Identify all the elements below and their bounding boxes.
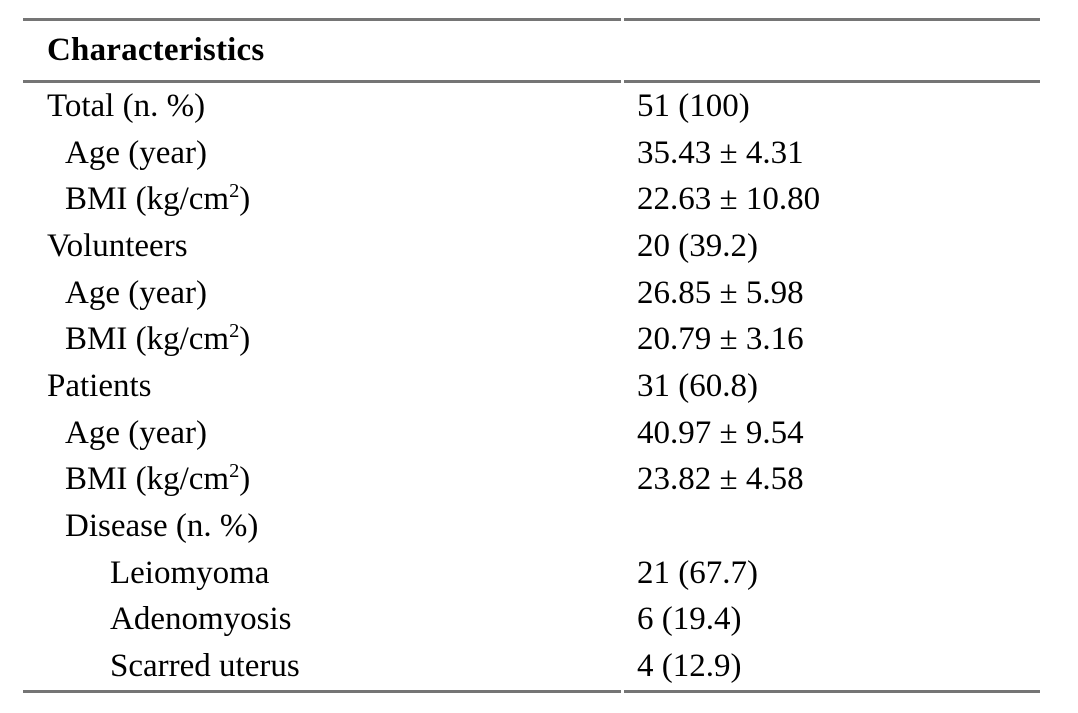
row-label: BMI (kg/cm2) xyxy=(65,180,251,218)
row-label-cell: Total (n. %) xyxy=(23,88,623,125)
row-label: Volunteers xyxy=(47,227,188,264)
row-value: 23.82 ± 4.58 xyxy=(637,461,804,498)
row-label: Leiomyoma xyxy=(110,554,270,591)
row-label-cell: BMI (kg/cm2) xyxy=(23,461,623,498)
table-header-row: Characteristics xyxy=(23,21,1040,80)
row-label: Disease (n. %) xyxy=(65,508,259,545)
row-label-cell: Volunteers xyxy=(23,228,623,265)
row-value: 51 (100) xyxy=(637,87,750,124)
row-label-cell: Adenomyosis xyxy=(23,601,623,638)
row-label: Age (year) xyxy=(65,274,207,311)
table-row: Leiomyoma 21 (67.7) xyxy=(23,550,1040,597)
table-header-label: Characteristics xyxy=(47,32,265,68)
row-label-cell: BMI (kg/cm2) xyxy=(23,321,623,358)
table-row: Volunteers 20 (39.2) xyxy=(23,223,1040,270)
characteristics-table: Characteristics Total (n. %) 51 (100) Ag… xyxy=(23,18,1040,693)
row-value: 22.63 ± 10.80 xyxy=(637,181,821,218)
row-label: Scarred uterus xyxy=(110,648,300,685)
row-label: Patients xyxy=(47,367,152,404)
row-label-superscript: 2 xyxy=(229,460,240,483)
table-row: BMI (kg/cm2) 23.82 ± 4.58 xyxy=(23,457,1040,504)
row-label: BMI (kg/cm2) xyxy=(65,320,251,358)
row-value: 6 (19.4) xyxy=(637,601,742,638)
row-value: 31 (60.8) xyxy=(637,367,758,404)
row-label-cell: Age (year) xyxy=(23,135,623,172)
row-label: Age (year) xyxy=(65,414,207,451)
table-row: Age (year) 40.97 ± 9.54 xyxy=(23,410,1040,457)
row-label-cell: Disease (n. %) xyxy=(23,508,623,545)
row-value: 26.85 ± 5.98 xyxy=(637,274,804,311)
table-row: Adenomyosis 6 (19.4) xyxy=(23,597,1040,644)
row-value: 20 (39.2) xyxy=(637,227,758,264)
row-label-superscript: 2 xyxy=(229,180,240,203)
row-label-cell: Age (year) xyxy=(23,275,623,312)
table-bottom-rule xyxy=(23,689,1040,693)
table-body: Total (n. %) 51 (100) Age (year) 35.43 ±… xyxy=(23,83,1040,690)
row-label: BMI (kg/cm2) xyxy=(65,460,251,498)
table-row: BMI (kg/cm2) 20.79 ± 3.16 xyxy=(23,316,1040,363)
table-row: Disease (n. %) xyxy=(23,503,1040,550)
table-top-rule xyxy=(23,18,1040,21)
table-row: Age (year) 35.43 ± 4.31 xyxy=(23,130,1040,177)
row-label-cell: Scarred uterus xyxy=(23,648,623,685)
table-header-rule xyxy=(23,80,1040,83)
table-row: Total (n. %) 51 (100) xyxy=(23,83,1040,130)
row-value: 20.79 ± 3.16 xyxy=(637,321,804,358)
table-row: Age (year) 26.85 ± 5.98 xyxy=(23,270,1040,317)
row-value: 40.97 ± 9.54 xyxy=(637,414,804,451)
row-label-superscript: 2 xyxy=(229,320,240,343)
row-value: 4 (12.9) xyxy=(637,648,742,685)
row-label-cell: BMI (kg/cm2) xyxy=(23,181,623,218)
row-label-cell: Patients xyxy=(23,368,623,405)
row-label: Age (year) xyxy=(65,134,207,171)
table-row: Scarred uterus 4 (12.9) xyxy=(23,643,1040,690)
row-value: 21 (67.7) xyxy=(637,554,758,591)
table-row: BMI (kg/cm2) 22.63 ± 10.80 xyxy=(23,176,1040,223)
row-label-cell: Age (year) xyxy=(23,415,623,452)
row-value: 35.43 ± 4.31 xyxy=(637,134,804,171)
row-label: Total (n. %) xyxy=(47,87,206,124)
row-label: Adenomyosis xyxy=(110,601,292,638)
row-label-cell: Leiomyoma xyxy=(23,555,623,592)
table-row: Patients 31 (60.8) xyxy=(23,363,1040,410)
